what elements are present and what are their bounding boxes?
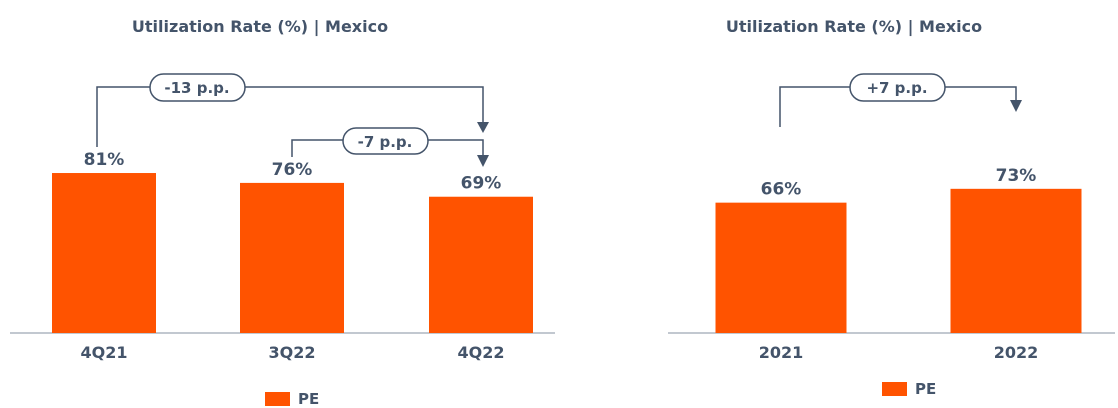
chart-title: Utilization Rate (%) | Mexico (131, 17, 389, 36)
change-label: +7 p.p. (866, 79, 927, 97)
legend: PE (882, 380, 936, 398)
bar-2021 (715, 202, 847, 333)
category-label-2021: 2021 (759, 343, 804, 362)
value-label-2022: 73% (996, 166, 1037, 186)
legend-label-pe: PE (298, 390, 320, 408)
chart-title: Utilization Rate (%) | Mexico (725, 17, 983, 36)
change-label: -7 p.p. (358, 133, 413, 151)
chart-panel-quarterly: Utilization Rate (%) | Mexico 81% 76% 69… (0, 0, 560, 408)
bar-4q21 (52, 173, 156, 333)
bar-chart-quarterly: 81% 76% 69% 4Q21 3Q22 4Q22 -13 p.p. -7 p… (10, 73, 555, 362)
change-pill (849, 73, 946, 102)
bar-4q22 (429, 196, 533, 333)
bar-3q22 (240, 182, 344, 333)
category-label-2022: 2022 (994, 343, 1039, 362)
value-label-4q21: 81% (84, 150, 125, 170)
chart-panel-annual: Utilization Rate (%) | Mexico 66% 73% 20… (660, 0, 1118, 407)
legend: PE (265, 390, 319, 408)
change-pill (342, 127, 429, 155)
change-annotation-2021-to-2022: +7 p.p. (779, 73, 1022, 127)
change-label: -13 p.p. (164, 79, 229, 97)
legend-label-pe: PE (915, 380, 937, 398)
bar-2022 (950, 188, 1082, 333)
change-annotation-4q21-to-4q22: -13 p.p. (96, 73, 489, 147)
category-label-3q22: 3Q22 (269, 343, 316, 362)
legend-swatch (882, 382, 907, 396)
value-label-2021: 66% (761, 180, 802, 200)
value-label-4q22: 69% (461, 174, 502, 194)
value-label-3q22: 76% (272, 160, 313, 180)
change-pill (149, 73, 246, 102)
bar-chart-annual: 66% 73% 2021 2022 +7 p.p. (668, 73, 1115, 362)
change-annotation-3q22-to-4q22: -7 p.p. (291, 127, 489, 167)
category-label-4q21: 4Q21 (81, 343, 128, 362)
legend-swatch (265, 392, 290, 406)
category-label-4q22: 4Q22 (458, 343, 505, 362)
